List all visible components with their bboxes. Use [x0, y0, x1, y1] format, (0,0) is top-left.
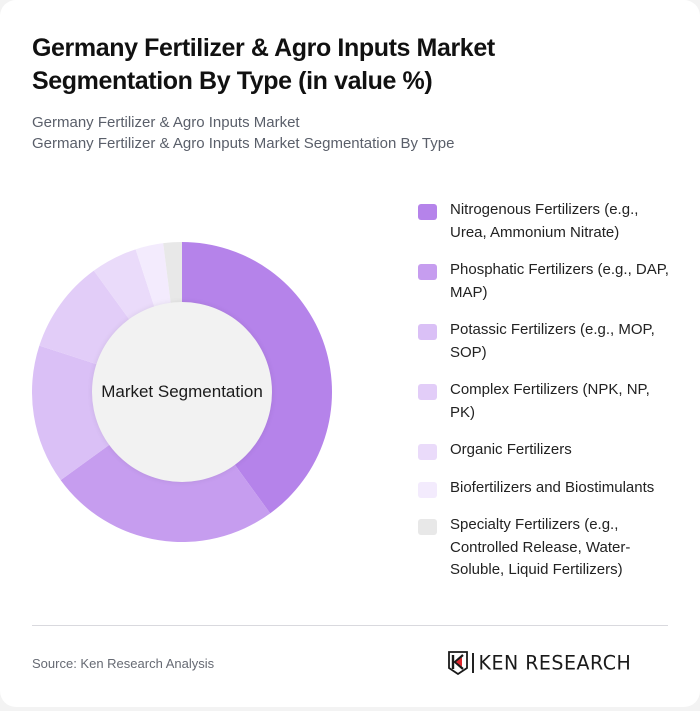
legend-item-complex[interactable]: Complex Fertilizers (NPK, NP, PK) — [418, 379, 678, 424]
footer-divider — [32, 625, 668, 626]
legend-item-potassic[interactable]: Potassic Fertilizers (e.g., MOP, SOP) — [418, 319, 678, 364]
legend-label: Organic Fertilizers — [450, 441, 572, 458]
ken-research-logo: KEN RESEARCH — [448, 650, 631, 676]
legend-swatch — [418, 444, 437, 460]
chart-legend: Nitrogenous Fertilizers (e.g., Urea, Amm… — [418, 199, 678, 597]
legend-item-organic[interactable]: Organic Fertilizers — [418, 439, 678, 462]
legend-item-biofertilizers[interactable]: Biofertilizers and Biostimulants — [418, 477, 678, 500]
donut-segment[interactable] — [135, 243, 171, 309]
legend-swatch — [418, 264, 437, 280]
legend-label: Nitrogenous Fertilizers (e.g., Urea, Amm… — [450, 201, 639, 241]
legend-label: Potassic Fertilizers (e.g., MOP, SOP) — [450, 321, 655, 361]
legend-label: Phosphatic Fertilizers (e.g., DAP, MAP) — [450, 261, 669, 301]
legend-swatch — [418, 204, 437, 220]
legend-item-nitrogenous[interactable]: Nitrogenous Fertilizers (e.g., Urea, Amm… — [418, 199, 678, 244]
donut-segment[interactable] — [32, 345, 111, 481]
legend-label: Complex Fertilizers (NPK, NP, PK) — [450, 381, 650, 421]
chart-subtitle: Germany Fertilizer & Agro Inputs Market … — [32, 112, 454, 154]
donut-segment[interactable] — [163, 242, 182, 305]
ken-research-k-shield-icon — [448, 651, 468, 675]
logo-wordmark: KEN RESEARCH — [478, 651, 632, 675]
legend-swatch — [418, 384, 437, 400]
donut-chart: Market Segmentation — [32, 242, 332, 542]
donut-segment[interactable] — [93, 249, 155, 321]
chart-title: Germany Fertilizer & Agro Inputs Market … — [32, 34, 495, 95]
legend-label: Biofertilizers and Biostimulants — [450, 478, 655, 496]
subtitle-line-2: Germany Fertilizer & Agro Inputs Market … — [32, 135, 455, 152]
legend-label: Specialty Fertilizers (e.g., Controlled … — [450, 516, 631, 578]
donut-center: Market Segmentation — [92, 302, 272, 482]
logo-separator — [472, 653, 474, 673]
legend-item-phosphatic[interactable]: Phosphatic Fertilizers (e.g., DAP, MAP) — [418, 259, 678, 304]
legend-item-specialty[interactable]: Specialty Fertilizers (e.g., Controlled … — [418, 514, 678, 582]
subtitle-line-1: Germany Fertilizer & Agro Inputs Market — [32, 114, 300, 131]
donut-center-label: Market Segmentation — [101, 382, 263, 401]
legend-swatch — [418, 519, 437, 535]
legend-swatch — [418, 324, 437, 340]
legend-swatch — [418, 481, 437, 498]
source-note: Source: Ken Research Analysis — [32, 656, 215, 671]
donut-segment[interactable] — [60, 443, 271, 542]
